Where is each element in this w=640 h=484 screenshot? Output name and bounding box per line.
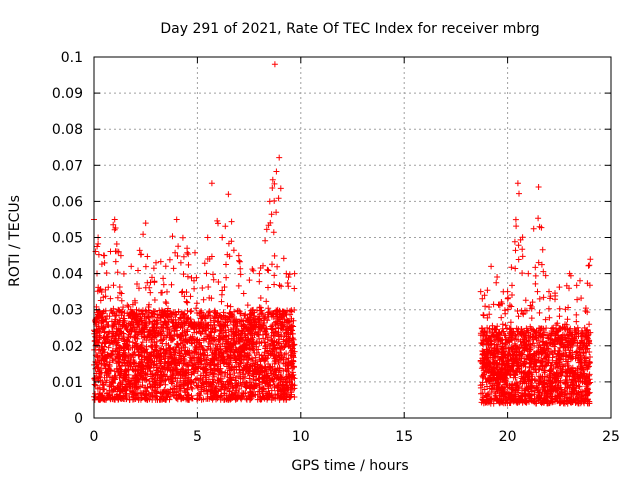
y-tick-label: 0.1	[61, 50, 83, 66]
x-axis-label: GPS time / hours	[291, 458, 408, 474]
axis-ticks: 0 5 10 15 20 25 0 0.01 0.02 0.03 0.04 0.05 0.06 0.07 0…	[52, 50, 620, 445]
roti-scatter-series	[91, 61, 594, 407]
x-tick-label: 5	[193, 429, 202, 445]
x-tick-label: 0	[90, 429, 99, 445]
y-tick-label: 0.03	[52, 303, 83, 319]
x-tick-label: 20	[499, 429, 517, 445]
chart-title: Day 291 of 2021, Rate Of TEC Index for r…	[160, 21, 539, 37]
y-tick-label: 0	[74, 411, 83, 427]
y-axis-label: ROTI / TECUs	[7, 195, 23, 287]
data-points	[91, 61, 594, 407]
x-tick-label: 15	[395, 429, 413, 445]
y-tick-label: 0.06	[52, 194, 83, 210]
x-tick-label: 25	[602, 429, 620, 445]
y-tick-label: 0.05	[52, 231, 83, 247]
y-tick-label: 0.08	[52, 122, 83, 138]
y-tick-label: 0.09	[52, 86, 83, 102]
y-tick-label: 0.07	[52, 158, 83, 174]
y-tick-label: 0.02	[52, 339, 83, 355]
y-tick-label: 0.01	[52, 375, 83, 391]
x-tick-label: 10	[292, 429, 310, 445]
y-tick-label: 0.04	[52, 267, 83, 283]
